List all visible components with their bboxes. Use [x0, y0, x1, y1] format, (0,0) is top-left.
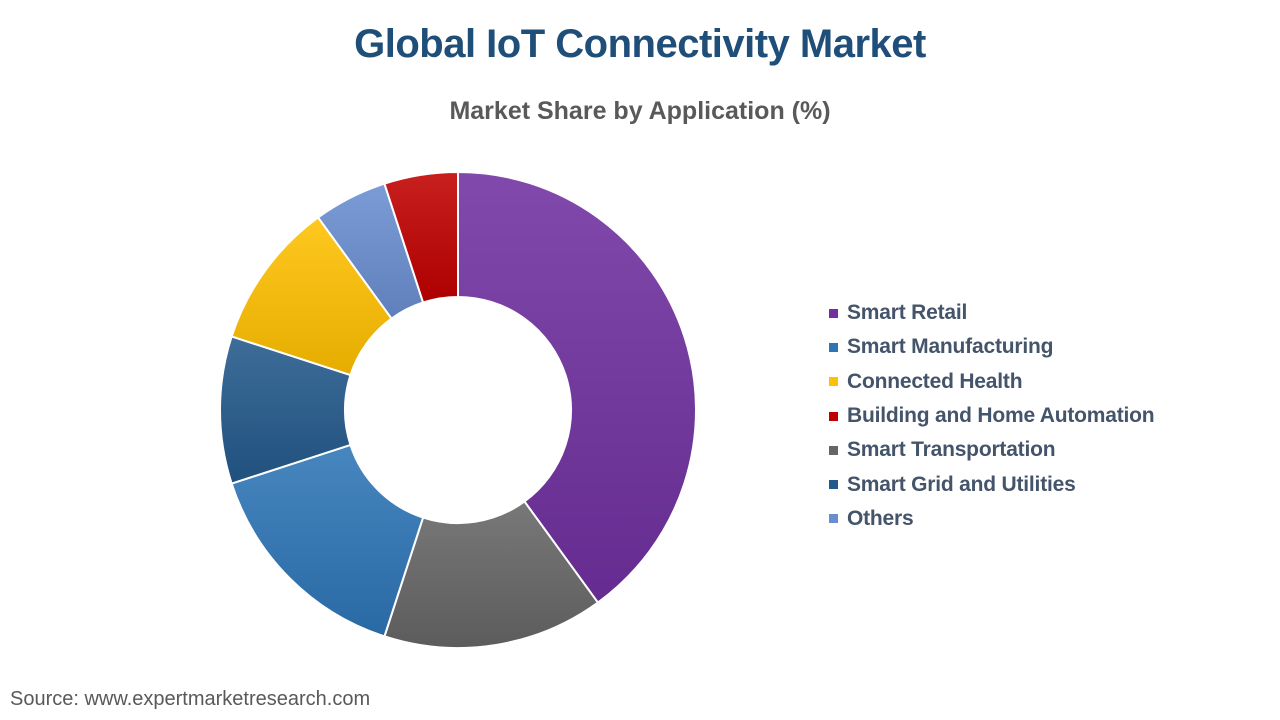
- legend-label: Others: [847, 506, 914, 530]
- legend-swatch-icon: [829, 514, 838, 524]
- legend-label: Smart Manufacturing: [847, 335, 1054, 359]
- legend-label: Building and Home Automation: [847, 404, 1155, 428]
- legend-swatch-icon: [829, 480, 838, 490]
- legend-item-smart-manufacturing: Smart Manufacturing: [829, 330, 1154, 364]
- donut-slice-smart-transportation: [383, 500, 599, 650]
- legend-item-building-and-home-automation: Building and Home Automation: [829, 399, 1155, 433]
- legend-swatch-icon: [829, 411, 838, 421]
- legend-label: Smart Retail: [847, 301, 968, 325]
- source-note: Source: www.expertmarketresearch.com: [10, 688, 371, 710]
- page-title: Global IoT Connectivity Market: [354, 22, 926, 66]
- legend-item-others: Others: [829, 502, 1154, 536]
- legend-swatch-icon: [829, 377, 838, 387]
- legend-label: Smart Grid and Utilities: [847, 472, 1076, 496]
- legend-item-connected-health: Connected Health: [829, 365, 1154, 399]
- donut-slice-smart-manufacturing: [230, 443, 425, 638]
- donut-slice-building-and-home-automation: [383, 171, 459, 304]
- legend-swatch-icon: [829, 308, 838, 318]
- legend-item-smart-retail: Smart Retail: [829, 296, 1154, 330]
- legend: Smart Retail Smart Manufacturing Connected…: [829, 296, 1155, 536]
- chart-subtitle: Market Share by Application (%): [449, 97, 831, 125]
- legend-label: Connected Health: [847, 369, 1023, 393]
- legend-swatch-icon: [829, 445, 838, 455]
- legend-item-smart-transportation: Smart Transportation: [829, 433, 1154, 467]
- legend-label: Smart Transportation: [847, 438, 1056, 462]
- legend-swatch-icon: [829, 342, 838, 352]
- legend-item-smart-grid-and-utilities: Smart Grid and Utilities: [829, 467, 1154, 501]
- donut-chart: [219, 171, 697, 650]
- donut-slice-smart-retail: [457, 171, 697, 604]
